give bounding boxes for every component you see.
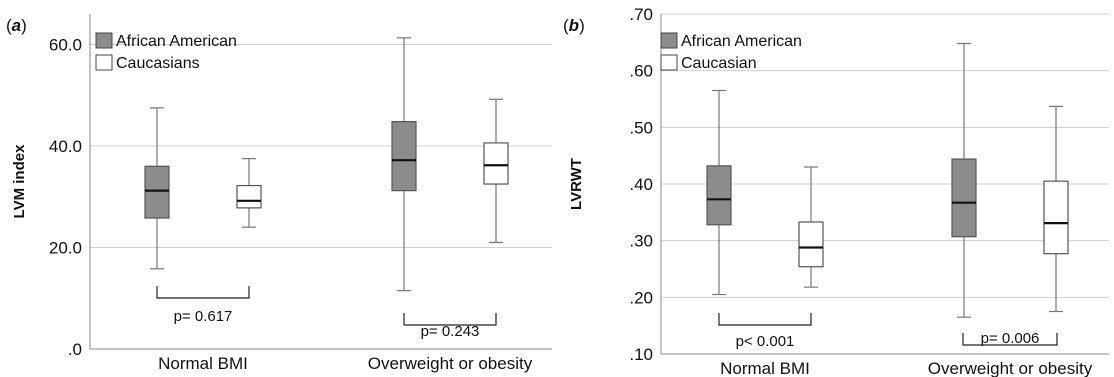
y-tick-label: .20 bbox=[629, 288, 653, 307]
legend-swatch bbox=[660, 32, 678, 49]
panel-label: (b) bbox=[563, 16, 585, 35]
p-value-label: p= 0.617 bbox=[174, 308, 233, 325]
legend-label: African American bbox=[116, 33, 237, 50]
box-iqr bbox=[483, 142, 509, 185]
panel-b-chart: (b) .10 .20 .30 .40 .50 .60 .70 LVRWT Normal BMI O… bbox=[563, 5, 1109, 377]
legend-label: Caucasian bbox=[681, 55, 757, 72]
p-value-bracket bbox=[962, 333, 1058, 346]
y-tick-label: .30 bbox=[629, 232, 653, 251]
legend-swatch bbox=[660, 54, 678, 71]
y-tick-label: .40 bbox=[629, 175, 653, 194]
y-tick-label: 60.0 bbox=[49, 35, 82, 54]
p-value-bracket bbox=[718, 313, 812, 326]
y-tick-label: 40.0 bbox=[49, 137, 82, 156]
box-iqr bbox=[706, 165, 732, 226]
x-category-label: Normal BMI bbox=[158, 354, 248, 373]
x-category-label: Normal BMI bbox=[720, 359, 810, 377]
y-tick-label: 20.0 bbox=[49, 238, 82, 257]
box-iqr bbox=[798, 221, 824, 268]
y-tick-label: .60 bbox=[629, 62, 653, 81]
legend-swatch bbox=[95, 32, 113, 49]
panel-letter: a bbox=[12, 16, 21, 35]
box-iqr bbox=[144, 165, 170, 219]
p-value-label: p= 0.006 bbox=[981, 330, 1040, 347]
x-category-label: Overweight or obesity bbox=[928, 359, 1093, 377]
p-value-bracket bbox=[403, 313, 497, 326]
y-tick-label: .70 bbox=[629, 5, 653, 24]
box-iqr bbox=[391, 121, 417, 192]
legend-label: African American bbox=[681, 33, 802, 50]
box-iqr bbox=[951, 158, 977, 238]
x-category-label: Overweight or obesity bbox=[368, 354, 533, 373]
panel-a-chart: (a) .0 20.0 40.0 60.0 LVM index Normal BMI Over… bbox=[6, 14, 552, 373]
legend-label: Caucasians bbox=[116, 55, 200, 72]
panel-label: (a) bbox=[6, 16, 27, 35]
p-value-bracket bbox=[156, 286, 250, 299]
y-tick-label: .50 bbox=[629, 118, 653, 137]
box-iqr bbox=[236, 184, 262, 209]
box-iqr bbox=[1043, 180, 1069, 255]
y-axis-label: LVM index bbox=[11, 144, 28, 219]
y-tick-label: .0 bbox=[68, 340, 82, 359]
legend-swatch bbox=[95, 54, 113, 71]
panel-letter: b bbox=[569, 16, 579, 35]
y-tick-label: .10 bbox=[629, 345, 653, 364]
p-value-label: p= 0.243 bbox=[421, 323, 480, 340]
y-axis-label: LVRWT bbox=[568, 158, 585, 210]
p-value-label: p< 0.001 bbox=[736, 333, 795, 350]
